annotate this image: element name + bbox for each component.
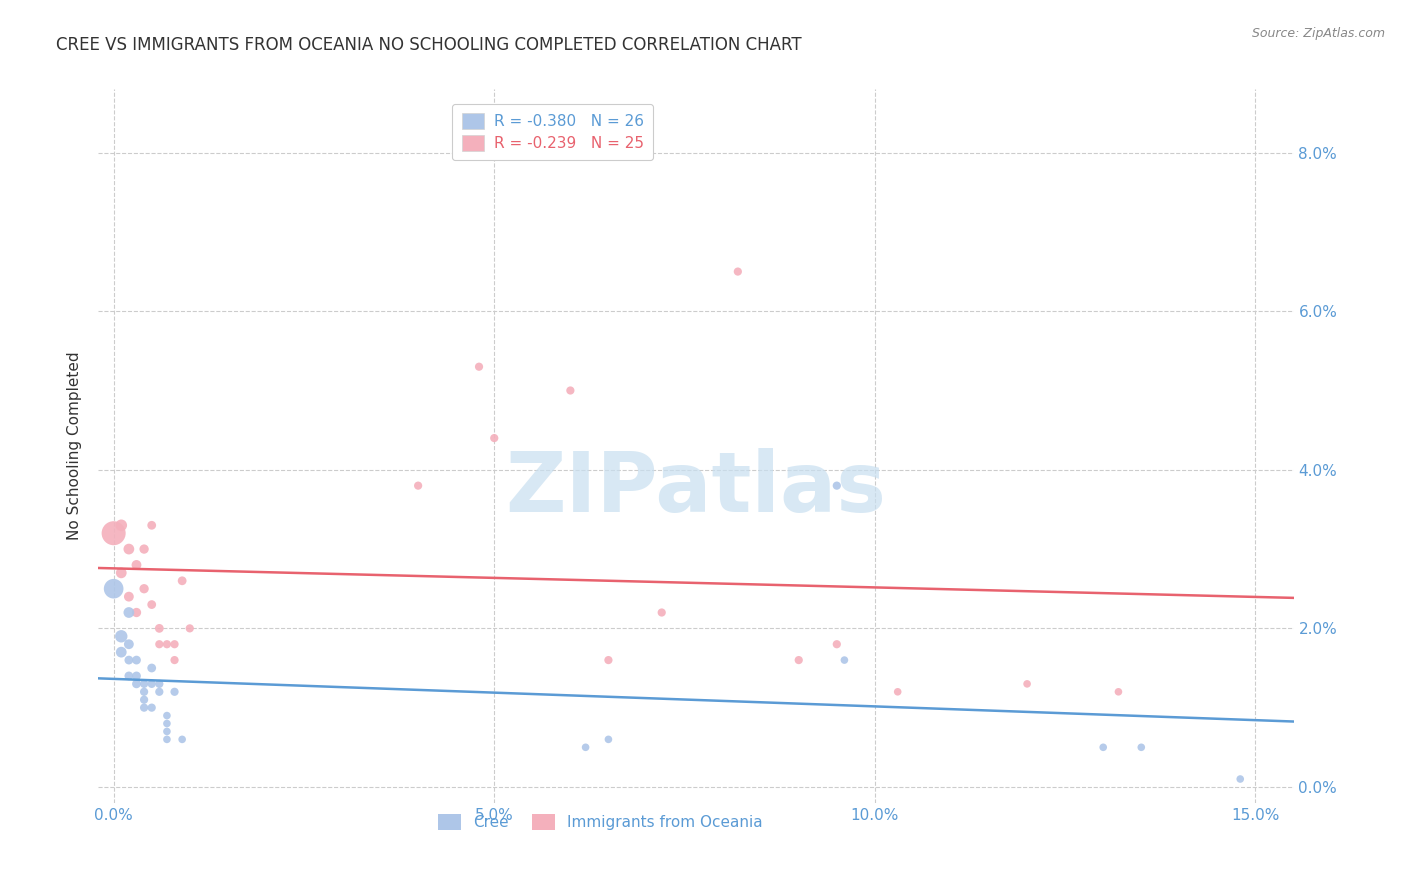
Point	[651, 606, 673, 620]
Point	[156, 724, 179, 739]
Point	[132, 692, 155, 706]
Point	[118, 606, 141, 620]
Point	[110, 566, 132, 580]
Point	[886, 685, 908, 699]
Text: Source: ZipAtlas.com: Source: ZipAtlas.com	[1251, 27, 1385, 40]
Point	[1107, 685, 1129, 699]
Point	[148, 621, 170, 635]
Point	[598, 653, 620, 667]
Point	[825, 478, 848, 492]
Point	[787, 653, 810, 667]
Text: ZIPatlas: ZIPatlas	[506, 449, 886, 529]
Point	[598, 732, 620, 747]
Point	[172, 574, 194, 588]
Point	[118, 669, 141, 683]
Point	[141, 598, 163, 612]
Point	[141, 518, 163, 533]
Point	[1229, 772, 1251, 786]
Point	[125, 606, 148, 620]
Point	[172, 732, 194, 747]
Point	[156, 732, 179, 747]
Point	[1092, 740, 1115, 755]
Point	[468, 359, 491, 374]
Point	[118, 590, 141, 604]
Point	[156, 637, 179, 651]
Text: CREE VS IMMIGRANTS FROM OCEANIA NO SCHOOLING COMPLETED CORRELATION CHART: CREE VS IMMIGRANTS FROM OCEANIA NO SCHOO…	[56, 36, 801, 54]
Point	[132, 677, 155, 691]
Point	[179, 621, 201, 635]
Point	[406, 478, 429, 492]
Point	[163, 653, 186, 667]
Point	[141, 700, 163, 714]
Point	[148, 637, 170, 651]
Point	[141, 661, 163, 675]
Point	[148, 685, 170, 699]
Point	[825, 637, 848, 651]
Point	[132, 700, 155, 714]
Point	[156, 716, 179, 731]
Point	[560, 384, 582, 398]
Legend: Cree, Immigrants from Oceania: Cree, Immigrants from Oceania	[430, 806, 770, 838]
Point	[132, 542, 155, 557]
Point	[163, 637, 186, 651]
Point	[834, 653, 856, 667]
Point	[110, 518, 132, 533]
Point	[141, 677, 163, 691]
Point	[484, 431, 506, 445]
Point	[148, 677, 170, 691]
Point	[110, 629, 132, 643]
Y-axis label: No Schooling Completed: No Schooling Completed	[67, 351, 83, 541]
Point	[156, 708, 179, 723]
Point	[103, 582, 125, 596]
Point	[103, 526, 125, 541]
Point	[125, 558, 148, 572]
Point	[125, 653, 148, 667]
Point	[1130, 740, 1153, 755]
Point	[132, 582, 155, 596]
Point	[125, 669, 148, 683]
Point	[110, 645, 132, 659]
Point	[163, 685, 186, 699]
Point	[125, 677, 148, 691]
Point	[1017, 677, 1039, 691]
Point	[132, 685, 155, 699]
Point	[727, 264, 749, 278]
Point	[118, 653, 141, 667]
Point	[574, 740, 596, 755]
Point	[118, 637, 141, 651]
Point	[118, 542, 141, 557]
